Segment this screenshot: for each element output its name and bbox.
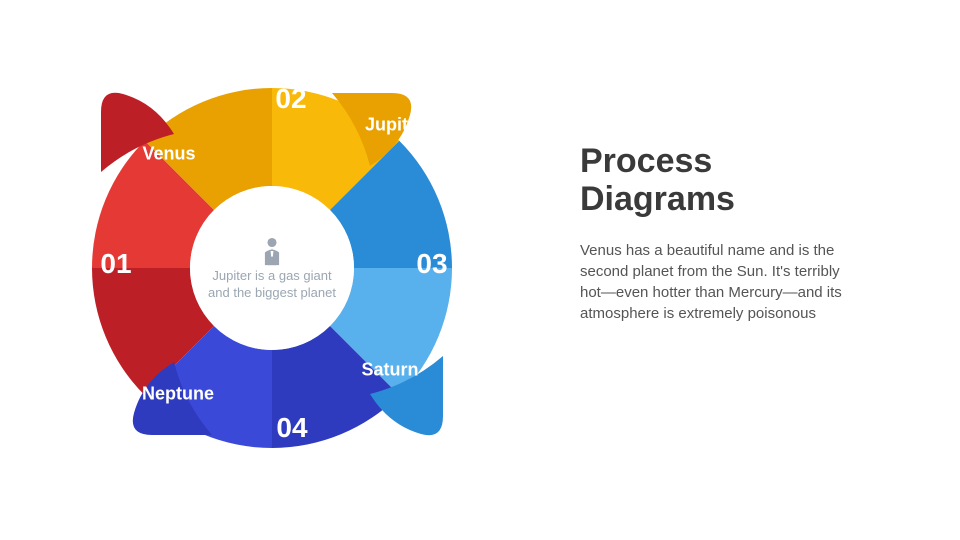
segment-3-label: Saturn — [361, 360, 418, 381]
segment-3-number: 03 — [416, 248, 447, 280]
title-line-2: Diagrams — [580, 180, 735, 218]
slide: Jupiter is a gas giant and the biggest p… — [0, 0, 960, 540]
slide-title: Process Diagrams — [580, 142, 735, 218]
title-line-1: Process — [580, 142, 735, 180]
segment-2-label: Jupiter — [365, 115, 425, 136]
person-icon — [255, 234, 289, 268]
slide-body: Venus has a beautiful name and is the se… — [580, 240, 850, 324]
segment-4-label: Neptune — [142, 384, 214, 405]
segment-1-label: Venus — [142, 144, 195, 165]
segment-2-number: 02 — [275, 83, 306, 115]
diagram-center-text: Jupiter is a gas giant and the biggest p… — [200, 268, 344, 302]
segment-4-number: 04 — [276, 412, 307, 444]
segment-1-number: 01 — [100, 248, 131, 280]
process-diagram: Jupiter is a gas giant and the biggest p… — [42, 38, 502, 498]
diagram-center: Jupiter is a gas giant and the biggest p… — [190, 186, 354, 350]
